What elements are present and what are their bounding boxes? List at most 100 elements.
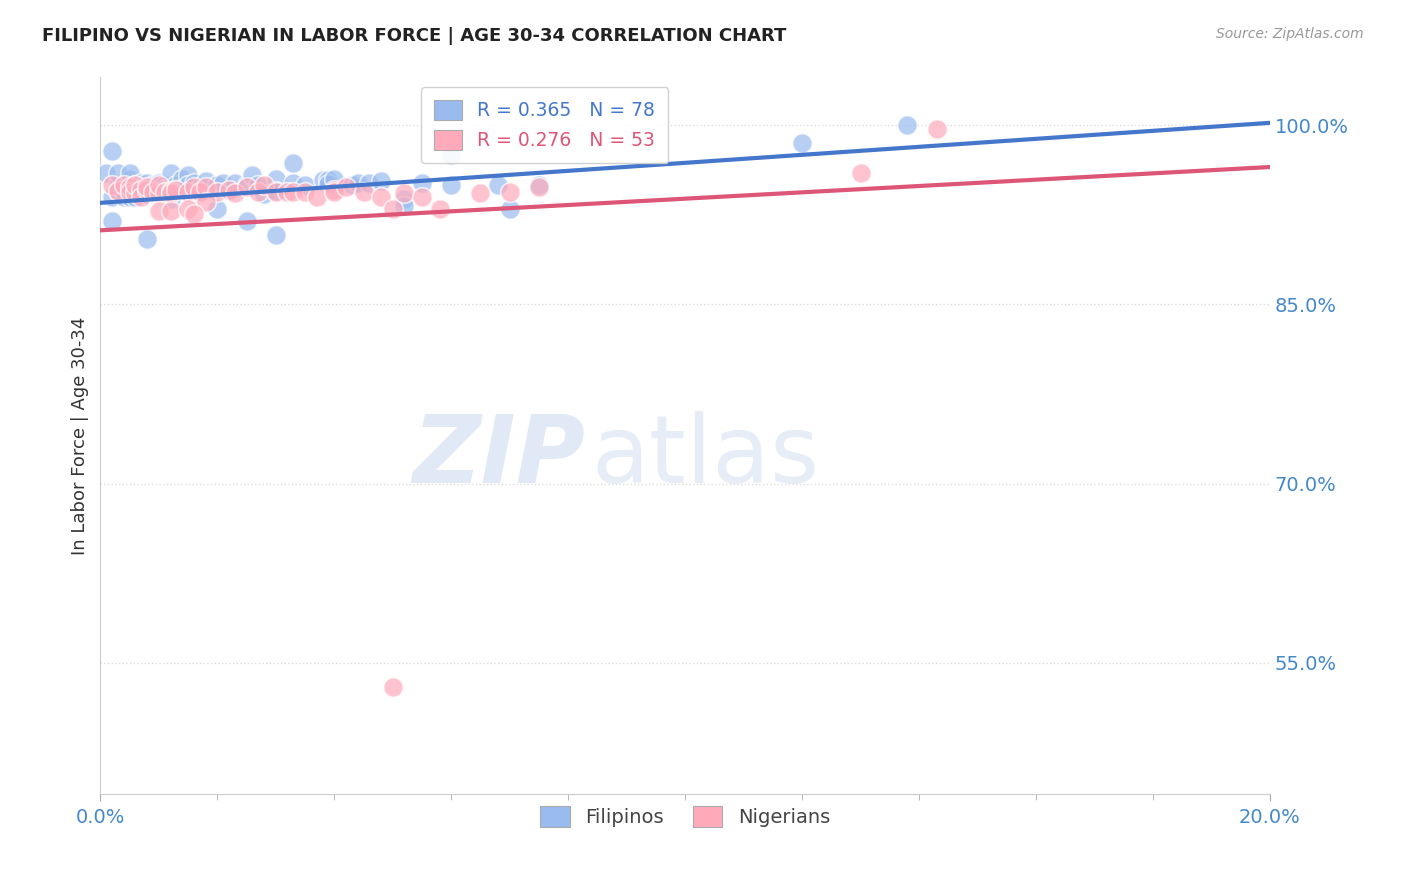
Point (107, 178, 129, 192)
Text: ZIP: ZIP (413, 411, 586, 503)
Point (394, 186, 416, 201)
Point (394, 199, 416, 213)
Point (136, 183, 159, 197)
Point (283, 156, 305, 170)
Point (353, 185, 375, 199)
Point (159, 192, 181, 206)
Point (124, 190, 146, 204)
Point (224, 186, 246, 201)
Point (183, 176, 205, 190)
Point (381, 202, 404, 216)
Point (165, 181, 187, 195)
Point (527, 180, 550, 194)
Point (323, 183, 346, 197)
Point (218, 184, 240, 198)
Point (136, 232, 159, 246)
Point (194, 180, 217, 194)
Point (318, 173, 340, 187)
Point (264, 185, 287, 199)
Point (247, 185, 270, 199)
Text: Source: ZipAtlas.com: Source: ZipAtlas.com (1216, 27, 1364, 41)
Point (335, 180, 357, 194)
Point (165, 183, 187, 197)
Point (159, 204, 181, 219)
Point (359, 176, 381, 190)
Point (224, 176, 246, 190)
Point (142, 178, 165, 192)
Point (101, 178, 124, 192)
Point (153, 181, 176, 195)
Point (136, 187, 159, 202)
Point (129, 180, 152, 194)
Point (142, 185, 165, 199)
Point (172, 172, 194, 186)
Point (107, 184, 129, 198)
Point (159, 166, 181, 180)
Point (242, 169, 264, 183)
Point (207, 185, 229, 199)
Point (124, 184, 146, 198)
Point (207, 178, 229, 192)
Point (129, 190, 152, 204)
Point (849, 166, 872, 180)
Point (381, 680, 404, 694)
Point (118, 166, 141, 180)
Point (283, 176, 305, 190)
Point (136, 176, 159, 190)
Point (440, 148, 463, 162)
Point (136, 180, 159, 194)
Point (253, 187, 276, 202)
Point (101, 190, 124, 204)
Point (253, 178, 276, 192)
Point (440, 178, 463, 192)
Point (177, 169, 200, 183)
Point (159, 180, 181, 194)
Point (925, 121, 948, 136)
Point (172, 181, 194, 195)
Point (136, 184, 159, 198)
Point (264, 172, 287, 186)
Point (112, 184, 135, 198)
Point (112, 178, 135, 192)
Point (129, 184, 152, 198)
Point (305, 190, 328, 204)
Point (177, 178, 200, 192)
Point (101, 145, 124, 159)
Point (247, 178, 270, 192)
Point (159, 184, 181, 198)
Point (411, 190, 433, 204)
Point (429, 202, 451, 216)
Point (183, 206, 205, 220)
Point (148, 184, 170, 198)
Point (264, 184, 287, 198)
Point (118, 172, 141, 186)
Point (264, 228, 287, 243)
Point (283, 185, 305, 199)
Point (188, 180, 211, 194)
Point (153, 178, 176, 192)
Point (112, 178, 135, 192)
Point (896, 118, 918, 132)
Point (235, 180, 257, 194)
Point (212, 176, 235, 190)
Point (118, 180, 141, 194)
Point (276, 185, 298, 199)
Point (124, 178, 146, 192)
Point (124, 178, 146, 192)
Point (470, 186, 492, 201)
Point (148, 186, 170, 201)
Point (177, 202, 200, 216)
Point (165, 178, 187, 192)
Text: FILIPINO VS NIGERIAN IN LABOR FORCE | AGE 30-34 CORRELATION CHART: FILIPINO VS NIGERIAN IN LABOR FORCE | AG… (42, 27, 786, 45)
Point (124, 186, 146, 201)
Point (159, 186, 181, 201)
Point (112, 190, 135, 204)
Point (340, 178, 363, 192)
Point (148, 204, 170, 219)
Text: atlas: atlas (592, 411, 820, 503)
Point (142, 185, 165, 199)
Point (129, 183, 152, 197)
Point (235, 213, 257, 227)
Point (107, 166, 129, 180)
Point (294, 185, 316, 199)
